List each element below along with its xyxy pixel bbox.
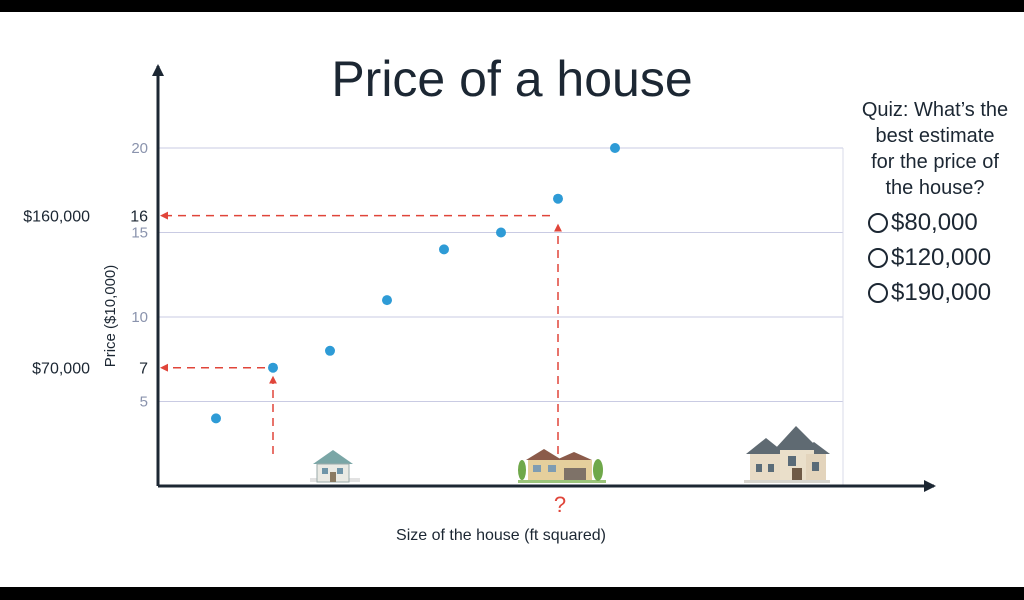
- data-point: [496, 227, 506, 238]
- quiz-panel: Quiz: What’s the best estimate for the p…: [846, 97, 1024, 310]
- guide-lines: [160, 211, 562, 454]
- highlight-price-label: $160,000: [23, 209, 90, 226]
- data-points: [211, 143, 620, 424]
- medium-house-icon: [518, 449, 606, 483]
- radio-button-icon[interactable]: [868, 247, 888, 268]
- y-tick-label: 15: [131, 225, 148, 242]
- radio-button-icon[interactable]: [868, 212, 888, 233]
- quiz-option-190000[interactable]: $190,000: [846, 275, 1024, 310]
- y-tick-label: 10: [131, 309, 148, 326]
- axes: [152, 64, 936, 492]
- chart-title: Price of a house: [331, 51, 693, 107]
- quiz-question-line: the house?: [885, 177, 985, 199]
- data-point: [325, 345, 335, 356]
- large-house-icon: [744, 426, 830, 483]
- y-tick-label: 20: [131, 140, 148, 157]
- quiz-option-label: $190,000: [891, 278, 992, 306]
- highlight-price-label: $70,000: [32, 361, 90, 378]
- quiz-option-label: $120,000: [891, 243, 992, 271]
- radio-button-icon[interactable]: [868, 282, 888, 303]
- quiz-question-line: Quiz: What’s the: [861, 99, 1009, 121]
- quiz-option-120000[interactable]: $120,000: [846, 240, 1024, 275]
- data-point: [553, 193, 563, 204]
- y-tick-label: 5: [140, 394, 148, 411]
- data-point: [268, 362, 278, 373]
- grid-lines: [158, 147, 844, 486]
- quiz-question-line: best estimate: [875, 125, 995, 147]
- data-point: [382, 295, 392, 306]
- data-point: [610, 143, 620, 153]
- highlight-value-label: 7: [139, 361, 148, 378]
- house-icons: [310, 426, 830, 483]
- unknown-marker: ?: [554, 492, 566, 517]
- y-axis-label: Price ($10,000): [102, 265, 119, 368]
- letterbox-top: [0, 0, 1024, 12]
- y-tick-labels: 5 10 15 20 7 $70,000 16 $160,000: [23, 140, 148, 411]
- highlight-value-label: 16: [130, 209, 148, 226]
- quiz-question: Quiz: What’s the best estimate for the p…: [846, 97, 1024, 201]
- quiz-question-line: for the price of: [871, 151, 999, 173]
- data-point: [439, 244, 449, 255]
- letterbox-bottom: [0, 587, 1024, 600]
- quiz-option-label: $80,000: [891, 208, 978, 236]
- quiz-option-80000[interactable]: $80,000: [846, 205, 1024, 240]
- small-house-icon: [310, 450, 360, 483]
- x-axis-label: Size of the house (ft squared): [396, 527, 606, 544]
- data-point: [211, 413, 221, 424]
